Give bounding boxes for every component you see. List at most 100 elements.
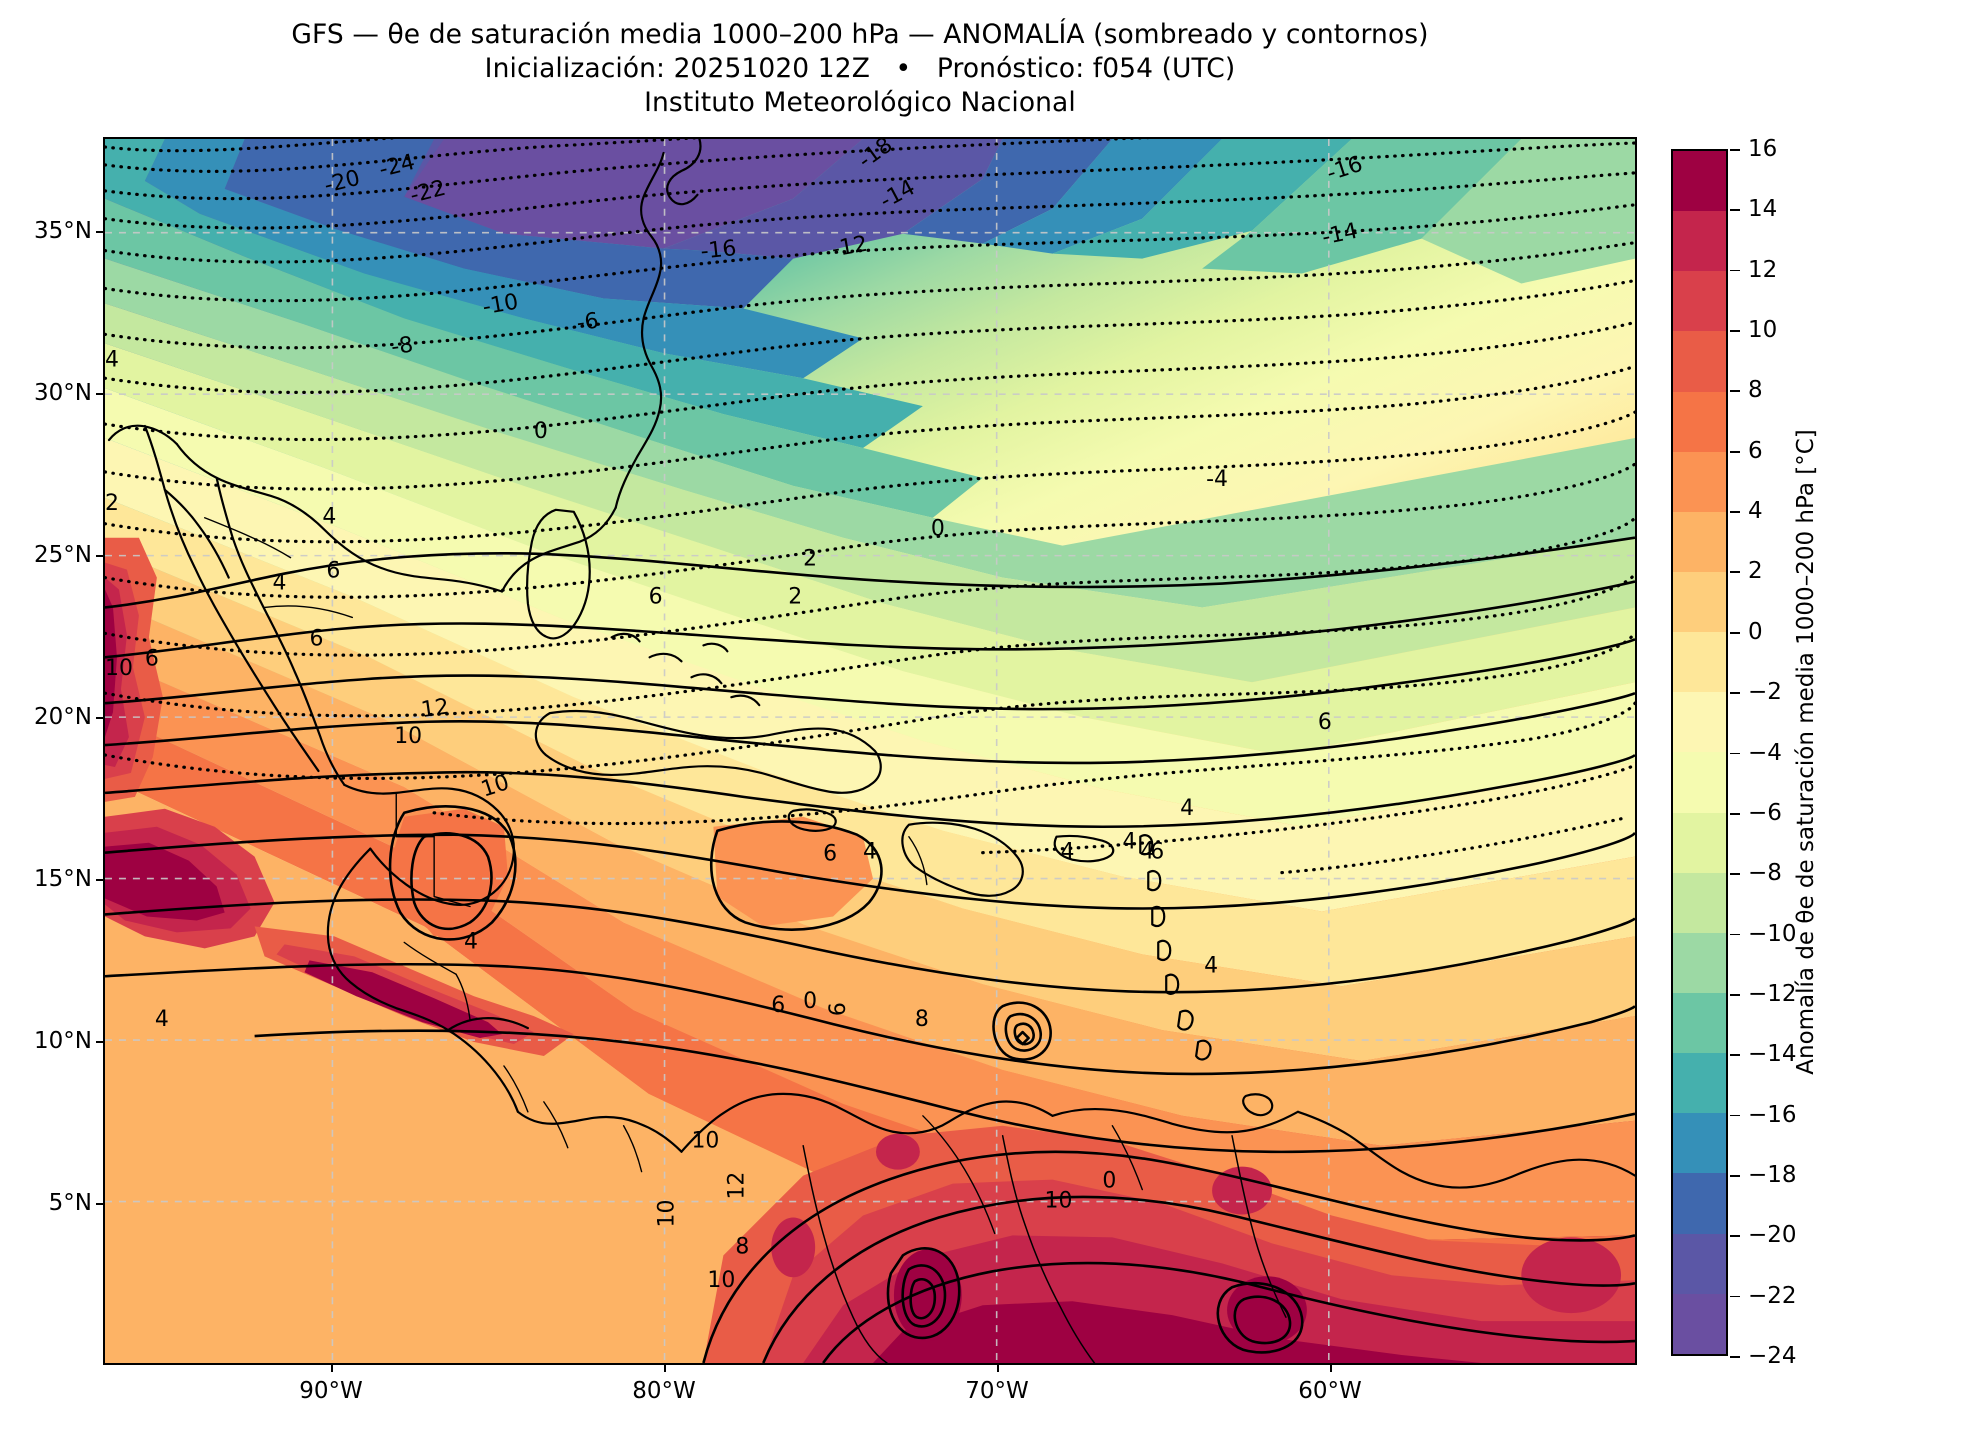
- xtick-label-90w: 90°W: [299, 1378, 363, 1404]
- ytick-label-35n: 35°N: [34, 218, 92, 244]
- colorbar-tick-mark-8: [1730, 631, 1740, 634]
- colorbar-tick-label-11: −6: [1748, 799, 1782, 826]
- title-subtitle-run: Inicialización: 20251020 12Z • Pronóstic…: [484, 52, 1236, 84]
- colorbar-tick-label-17: −18: [1748, 1161, 1797, 1188]
- colorbar-tick-label-19: −22: [1748, 1282, 1797, 1309]
- colorbar-tick-label-2: 12: [1748, 256, 1778, 283]
- ytick-label-20n: 20°N: [34, 704, 92, 730]
- contour-label-twelve-a: 12: [420, 694, 451, 723]
- colorbar-band-6: [1673, 511, 1726, 572]
- colorbar-tick-label-7: 2: [1748, 558, 1763, 585]
- ytick-mark-30n: [96, 393, 103, 395]
- contour-label-six-ant: 6: [1150, 840, 1164, 865]
- contour-label-four-ant3: 4: [1204, 953, 1218, 978]
- xtick-label-70w: 70°W: [965, 1378, 1029, 1404]
- contour-label-zero-a: 0: [534, 419, 548, 444]
- xtick-label-80w: 80°W: [632, 1378, 696, 1404]
- colorbar-tick-mark-16: [1730, 1114, 1740, 1117]
- colorbar-tick-label-16: −16: [1748, 1101, 1797, 1128]
- colorbar-tick-mark-18: [1730, 1235, 1740, 1238]
- ytick-mark-10n: [96, 1041, 103, 1043]
- colorbar-tick-mark-6: [1730, 511, 1740, 513]
- contour-label-neg4: -4: [1206, 467, 1228, 492]
- contour-label-zero-bra: 0: [1102, 1169, 1116, 1194]
- contour-label-ten-col3: 10: [707, 1268, 735, 1293]
- colorbar-tick-mark-15: [1730, 1054, 1740, 1057]
- contour-label-eight-col: 8: [735, 1234, 749, 1259]
- colorbar-band-10: [1673, 752, 1726, 813]
- xtick-label-60w: 60°W: [1298, 1378, 1362, 1404]
- contour-label-six-b: 6: [309, 626, 323, 651]
- colorbar-tick-mark-1: [1730, 209, 1740, 212]
- ytick-mark-5n: [96, 1203, 103, 1205]
- contour-label-six-carib: 6: [823, 842, 837, 867]
- map-shading-layer: -24 -22 -20 -18 -14 -16 -12 -16 -14 -10 …: [105, 139, 1635, 1363]
- colorbar-tick-label-18: −20: [1748, 1222, 1797, 1249]
- coastlines: [107, 139, 1635, 1363]
- figure-title-block: GFS — θe de saturación media 1000–200 hP…: [0, 18, 1720, 120]
- colorbar-tick-label-13: −10: [1748, 920, 1797, 947]
- contour-labels: -24 -22 -20 -18 -14 -16 -12 -16 -14 -10 …: [105, 139, 1366, 1293]
- contour-label-ten-left: 10: [105, 656, 133, 681]
- xtick-mark-70w: [997, 1365, 999, 1372]
- colorbar-tick-label-3: 10: [1748, 317, 1778, 344]
- colorbar-tick-label-5: 6: [1748, 437, 1763, 464]
- ytick-mark-15n: [96, 879, 103, 881]
- contour-label-zero-ven: 0: [803, 989, 817, 1014]
- colorbar[interactable]: [1671, 149, 1728, 1356]
- colorbar-tick-label-8: 0: [1748, 618, 1763, 645]
- colorbar-band-2: [1673, 271, 1726, 332]
- xtick-mark-80w: [664, 1365, 666, 1372]
- colorbar-tick-label-15: −14: [1748, 1041, 1797, 1068]
- colorbar-band-12: [1673, 872, 1726, 933]
- map-axes[interactable]: -24 -22 -20 -18 -14 -16 -12 -16 -14 -10 …: [103, 137, 1637, 1365]
- warm-pockets: [394, 808, 873, 937]
- positive-contours: [105, 536, 1635, 1363]
- contour-label-two-a: 2: [803, 547, 817, 572]
- colorbar-band-17: [1673, 1173, 1726, 1234]
- contour-label-neg12: -12: [830, 232, 870, 263]
- colorbar-tick-mark-14: [1730, 993, 1740, 996]
- colorbar-band-13: [1673, 932, 1726, 993]
- colorbar-band-7: [1673, 571, 1726, 633]
- ytick-mark-25n: [96, 555, 103, 557]
- page-title: GFS — θe de saturación media 1000–200 hP…: [291, 19, 1429, 50]
- colorbar-tick-mark-5: [1730, 450, 1740, 453]
- colorbar-tick-label-6: 4: [1748, 498, 1763, 525]
- contour-label-ten-col2: 10: [655, 1200, 680, 1228]
- colorbar-tick-mark-20: [1730, 1356, 1740, 1358]
- colorbar-band-4: [1673, 391, 1726, 452]
- colorbar-tick-mark-2: [1730, 269, 1740, 272]
- colorbar-tick-mark-4: [1730, 390, 1740, 393]
- colorbar-tick-mark-11: [1730, 812, 1740, 815]
- colorbar-band-18: [1673, 1233, 1726, 1294]
- colorbar-band-9: [1673, 692, 1726, 753]
- ytick-label-5n: 5°N: [48, 1190, 92, 1216]
- colorbar-band-15: [1673, 1053, 1726, 1114]
- colorbar-tick-mark-3: [1730, 330, 1740, 332]
- contour-label-four-le: 4: [1140, 840, 1154, 865]
- ytick-label-25n: 25°N: [34, 542, 92, 568]
- colorbar-tick-mark-12: [1730, 873, 1740, 875]
- colorbar-tick-label-0: 16: [1748, 136, 1778, 162]
- colorbar-tick-label-9: −2: [1748, 679, 1782, 706]
- colorbar-band-19: [1673, 1293, 1726, 1354]
- contour-label-four-pac: 4: [155, 1007, 169, 1032]
- colorbar-tick-label-10: −4: [1748, 739, 1782, 766]
- contour-label-four-le2: 4: [1180, 796, 1194, 821]
- colorbar-axis-label: Anomalía de θe de saturación media 1000–…: [1793, 429, 1819, 1075]
- colorbar-band-5: [1673, 451, 1726, 512]
- contour-label-zero-b: 0: [931, 517, 945, 542]
- contour-label-neg16: -16: [699, 236, 737, 265]
- colorbar-tick-label-12: −8: [1748, 860, 1782, 887]
- title-attribution: Instituto Meteorológico Nacional: [644, 86, 1076, 118]
- contour-label-neg8: -8: [390, 332, 415, 360]
- contour-label-ten-bra: 10: [1045, 1189, 1073, 1214]
- colorbar-tick-label-20: −24: [1748, 1343, 1797, 1369]
- colorbar-band-16: [1673, 1113, 1726, 1174]
- colorbar-tick-mark-13: [1730, 933, 1740, 936]
- contour-label-neg6: -6: [575, 309, 600, 337]
- contour-label-four-a: 4: [273, 571, 287, 596]
- contour-label-two-b: 2: [788, 584, 802, 609]
